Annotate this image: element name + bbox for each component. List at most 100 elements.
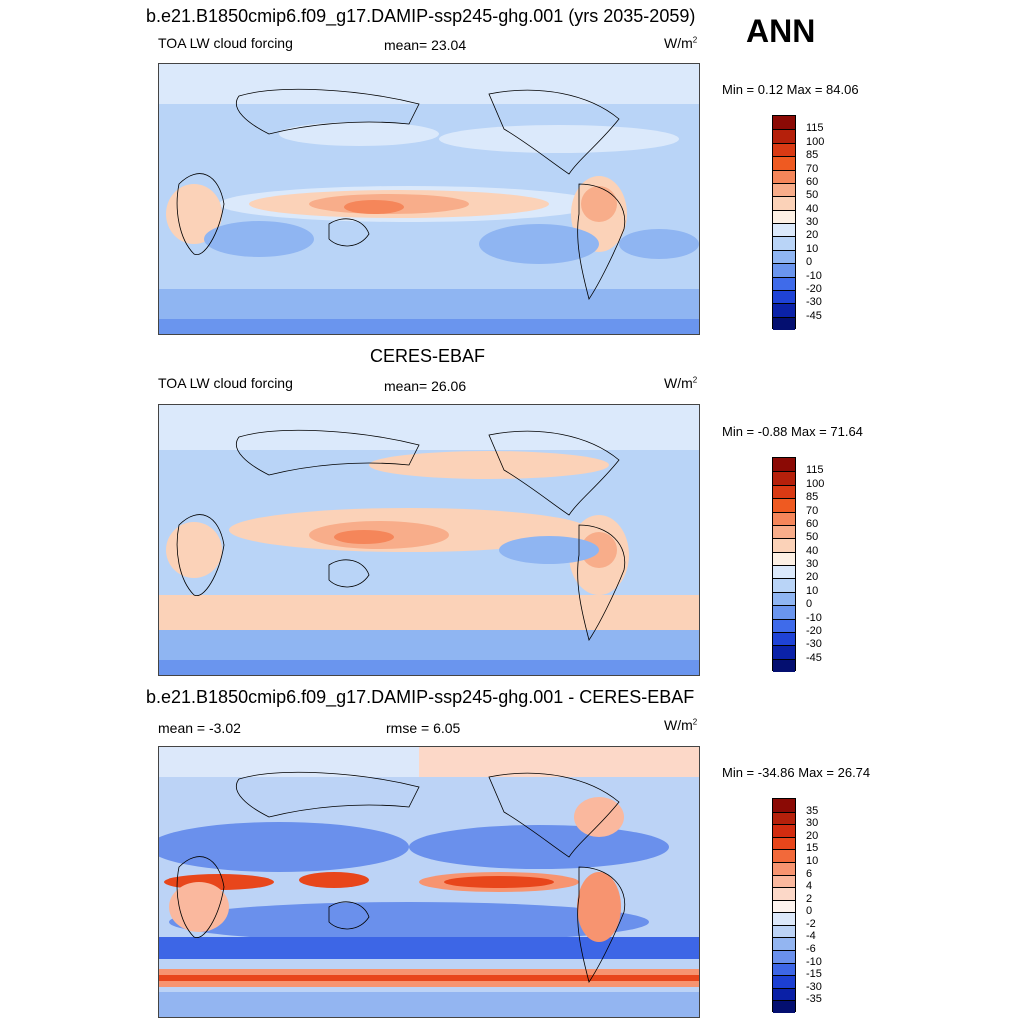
- colorbar-tick-label: 20: [806, 229, 819, 242]
- colorbar-segment: [773, 658, 795, 672]
- colorbar-tick-label: 35: [806, 804, 819, 817]
- colorbar-tick-label: -20: [806, 624, 822, 637]
- colorbar-segment: [773, 924, 795, 938]
- colorbar-tick-label: 115: [806, 122, 824, 135]
- panel3-min-max: Min = -34.86 Max = 26.74: [722, 765, 871, 780]
- colorbar-tick-label: 60: [806, 175, 819, 188]
- colorbar-tick-label: 100: [806, 135, 825, 148]
- colorbar-tick-label: -6: [806, 943, 816, 956]
- panel2-map: [158, 404, 700, 676]
- colorbar-segment: [773, 950, 795, 963]
- colorbar-segment: [773, 223, 795, 237]
- colorbar-tick-label: 30: [806, 558, 819, 570]
- colorbar-segment: [773, 289, 795, 304]
- colorbar-segment: [773, 645, 795, 659]
- colorbar-tick-label: -20: [806, 282, 822, 295]
- colorbar-tick-label: -35: [806, 993, 822, 1006]
- colorbar-segment: [773, 484, 795, 499]
- colorbar-segment: [773, 524, 795, 539]
- colorbar-segment: [773, 912, 795, 925]
- colorbar-tick-label: 40: [806, 202, 819, 215]
- colorbar-segment: [773, 899, 795, 913]
- panel3-map: [158, 746, 700, 1018]
- panel3-title: b.e21.B1850cmip6.f09_g17.DAMIP-ssp245-gh…: [146, 687, 695, 707]
- colorbar-segment: [773, 249, 795, 264]
- colorbar-segment: [773, 538, 795, 552]
- colorbar-tick-label: 15: [806, 842, 819, 855]
- colorbar-tick-label: -10: [806, 611, 822, 624]
- colorbar-tick-label: -30: [806, 296, 822, 309]
- colorbar-tick-label: 50: [806, 189, 819, 202]
- colorbar-tick-label: 100: [806, 477, 825, 490]
- panel1-units: W/m2: [664, 35, 698, 51]
- colorbar-tick-label: 40: [806, 544, 819, 557]
- colorbar-tick-label: 6: [806, 867, 813, 880]
- colorbar-tick-label: -10: [806, 269, 822, 282]
- colorbar-segment: [773, 458, 795, 472]
- panel1-mean-label: mean= 23.04: [384, 37, 467, 53]
- colorbar-segment: [773, 156, 795, 170]
- colorbar-tick-label: 20: [806, 571, 819, 584]
- colorbar-segment: [773, 887, 795, 900]
- colorbar-segment: [773, 811, 795, 825]
- colorbar-tick-label: 0: [806, 598, 813, 611]
- colorbar-tick-label: 20: [806, 829, 819, 842]
- colorbar-segment: [773, 962, 795, 976]
- panel1-title: b.e21.B1850cmip6.f09_g17.DAMIP-ssp245-gh…: [146, 6, 696, 26]
- colorbar-tick-label: 60: [806, 517, 819, 530]
- colorbar-tick-label: 70: [806, 162, 819, 175]
- panel1-min-max: Min = 0.12 Max = 84.06: [722, 82, 859, 97]
- colorbar-segment: [773, 551, 795, 565]
- panel3-colorbar: [772, 798, 796, 1013]
- colorbar-segment: [773, 824, 795, 837]
- colorbar-segment: [773, 316, 795, 330]
- colorbar-segment: [773, 471, 795, 485]
- panel1-map: [158, 63, 700, 335]
- colorbar-segment: [773, 874, 795, 888]
- colorbar-segment: [773, 578, 795, 592]
- panel3-mean-label: mean = -3.02: [158, 720, 241, 736]
- colorbar-tick-label: 10: [806, 854, 819, 867]
- panel2-mean-label: mean= 26.06: [384, 378, 467, 394]
- colorbar-tick-label: 85: [806, 491, 819, 504]
- colorbar-segment: [773, 142, 795, 157]
- colorbar-segment: [773, 987, 795, 1001]
- colorbar-segment: [773, 849, 795, 862]
- colorbar-tick-label: 30: [806, 216, 819, 228]
- colorbar-segment: [773, 209, 795, 223]
- colorbar-segment: [773, 975, 795, 988]
- colorbar-segment: [773, 182, 795, 197]
- panel2-title: CERES-EBAF: [370, 346, 486, 366]
- panel3-units: W/m2: [664, 717, 698, 733]
- panel1-variable-label: TOA LW cloud forcing: [158, 35, 293, 51]
- panel2-units: W/m2: [664, 375, 698, 391]
- colorbar-segment: [773, 799, 795, 812]
- panel2-variable-label: TOA LW cloud forcing: [158, 375, 293, 391]
- colorbar-tick-label: -10: [806, 955, 822, 968]
- colorbar-tick-label: 50: [806, 531, 819, 544]
- colorbar-tick-label: -45: [806, 651, 822, 664]
- colorbar-segment: [773, 861, 795, 875]
- colorbar-tick-label: -15: [806, 968, 822, 981]
- colorbar-segment: [773, 498, 795, 512]
- colorbar-segment: [773, 116, 795, 130]
- colorbar-segment: [773, 169, 795, 183]
- season-label: ANN: [746, 13, 816, 49]
- colorbar-segment: [773, 511, 795, 525]
- colorbar-segment: [773, 605, 795, 619]
- colorbar-segment: [773, 263, 795, 277]
- colorbar-segment: [773, 236, 795, 250]
- panel2-colorbar: [772, 457, 796, 672]
- colorbar-tick-label: 0: [806, 256, 813, 269]
- colorbar-tick-label: 10: [806, 584, 819, 597]
- colorbar-tick-label: 70: [806, 504, 819, 517]
- panel3-rmse-label: rmse = 6.05: [386, 720, 461, 736]
- colorbar-segment: [773, 836, 795, 850]
- colorbar-segment: [773, 631, 795, 646]
- colorbar-tick-label: 85: [806, 149, 819, 162]
- colorbar-segment: [773, 196, 795, 210]
- colorbar-segment: [773, 565, 795, 579]
- colorbar-segment: [773, 1000, 795, 1013]
- colorbar-tick-label: -45: [806, 309, 822, 322]
- colorbar-tick-label: 4: [806, 880, 813, 893]
